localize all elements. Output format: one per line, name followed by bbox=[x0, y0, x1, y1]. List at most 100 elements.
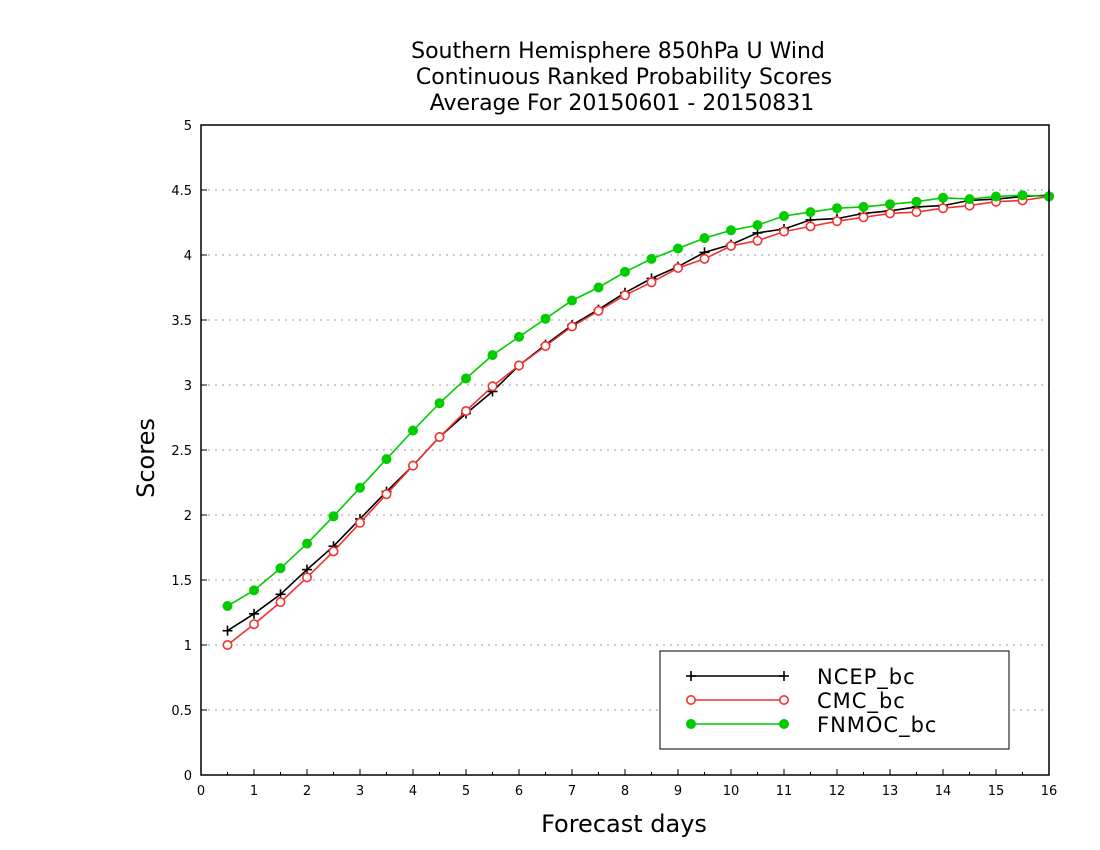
data-point-FNMOC_bc-5 bbox=[355, 482, 365, 493]
series-layer bbox=[222, 190, 1055, 650]
data-point-CMC_bc-20 bbox=[752, 235, 763, 246]
data-point-CMC_bc-18 bbox=[699, 253, 710, 264]
data-point-CMC_bc-27 bbox=[937, 203, 948, 214]
x-tick-label-8: 8 bbox=[621, 784, 629, 799]
y-tick-label-8: 4 bbox=[184, 249, 192, 264]
data-point-FNMOC_bc-4 bbox=[328, 511, 339, 522]
y-tick-label-2: 1 bbox=[184, 639, 192, 654]
x-tick-label-7: 7 bbox=[568, 784, 576, 799]
x-tick-label-4: 4 bbox=[409, 784, 417, 799]
data-point-CMC_bc-25 bbox=[884, 208, 895, 219]
data-point-CMC_bc-26 bbox=[911, 207, 922, 218]
data-point-CMC_bc-23 bbox=[831, 216, 842, 227]
legend-label-FNMOC_bc: FNMOC_bc bbox=[817, 713, 937, 738]
data-point-CMC_bc-8 bbox=[434, 431, 445, 442]
x-tick-label-2: 2 bbox=[303, 784, 311, 799]
y-axis-title: Scores bbox=[132, 418, 160, 498]
x-tick-label-16: 16 bbox=[1041, 784, 1058, 799]
data-point-CMC_bc-10 bbox=[487, 381, 498, 392]
legend-marker-start-CMC_bc bbox=[685, 694, 696, 705]
legend-marker-start-FNMOC_bc bbox=[686, 719, 696, 729]
legend-marker-end-CMC_bc bbox=[778, 694, 789, 705]
data-point-FNMOC_bc-3 bbox=[302, 538, 312, 549]
data-point-FNMOC_bc-21 bbox=[779, 211, 789, 221]
y-tick-label-0: 0 bbox=[184, 769, 192, 784]
series-line-NCEP_bc bbox=[227, 194, 1050, 632]
legend-marker-end-NCEP_bc bbox=[779, 671, 789, 681]
x-tick-label-13: 13 bbox=[882, 784, 899, 799]
data-point-FNMOC_bc-30 bbox=[1017, 190, 1028, 201]
series-CMC_bc bbox=[222, 191, 1055, 650]
legend-label-CMC_bc: CMC_bc bbox=[817, 689, 906, 714]
data-point-FNMOC_bc-1 bbox=[249, 585, 259, 596]
x-tick-label-12: 12 bbox=[829, 784, 846, 799]
data-point-CMC_bc-9 bbox=[460, 405, 471, 416]
y-tick-label-4: 2 bbox=[184, 509, 192, 524]
x-axis-title: Forecast days bbox=[541, 810, 707, 838]
series-line-CMC_bc bbox=[227, 195, 1050, 646]
series-FNMOC_bc bbox=[222, 190, 1054, 611]
data-point-CMC_bc-11 bbox=[513, 360, 524, 371]
series-line-FNMOC_bc bbox=[227, 194, 1050, 607]
data-point-CMC_bc-16 bbox=[646, 277, 657, 288]
data-point-CMC_bc-22 bbox=[805, 221, 816, 232]
y-tick-label-7: 3.5 bbox=[171, 314, 192, 329]
data-point-CMC_bc-7 bbox=[407, 460, 418, 471]
x-tick-label-15: 15 bbox=[988, 784, 1005, 799]
y-tick-label-6: 3 bbox=[184, 379, 192, 394]
data-point-FNMOC_bc-12 bbox=[540, 313, 551, 324]
x-tick-label-5: 5 bbox=[462, 784, 470, 799]
chart-title-line-3: Average For 20150601 - 20150831 bbox=[430, 91, 815, 116]
data-point-FNMOC_bc-17 bbox=[673, 243, 683, 254]
data-point-FNMOC_bc-2 bbox=[275, 563, 286, 574]
x-tick-label-11: 11 bbox=[776, 784, 793, 799]
data-point-CMC_bc-12 bbox=[540, 340, 551, 351]
data-point-FNMOC_bc-11 bbox=[514, 331, 524, 342]
data-point-FNMOC_bc-25 bbox=[885, 199, 895, 210]
data-point-CMC_bc-5 bbox=[354, 517, 365, 528]
data-point-FNMOC_bc-0 bbox=[222, 601, 233, 611]
data-point-FNMOC_bc-14 bbox=[593, 282, 604, 293]
data-point-FNMOC_bc-29 bbox=[991, 191, 1001, 202]
data-point-CMC_bc-1 bbox=[249, 619, 260, 630]
data-point-FNMOC_bc-13 bbox=[567, 295, 577, 306]
y-tick-label-10: 5 bbox=[184, 119, 192, 134]
series-NCEP_bc bbox=[222, 190, 1054, 636]
chart-title-line-1: Southern Hemisphere 850hPa U Wind bbox=[411, 39, 825, 64]
data-point-CMC_bc-21 bbox=[778, 226, 789, 237]
data-point-FNMOC_bc-6 bbox=[381, 454, 392, 465]
data-point-FNMOC_bc-15 bbox=[620, 266, 630, 277]
data-point-NCEP_bc-1 bbox=[249, 608, 259, 619]
data-point-CMC_bc-3 bbox=[301, 572, 312, 583]
y-tick-label-1: 0.5 bbox=[171, 704, 192, 719]
data-point-FNMOC_bc-10 bbox=[487, 350, 498, 361]
x-tick-label-3: 3 bbox=[356, 784, 364, 799]
data-point-FNMOC_bc-18 bbox=[699, 233, 710, 244]
data-point-FNMOC_bc-9 bbox=[461, 373, 471, 384]
data-point-FNMOC_bc-23 bbox=[832, 203, 842, 214]
y-axis: 0 0.5 1 1.5 2 2.5 3 3.5 4 4.5 5 bbox=[171, 119, 207, 784]
data-point-CMC_bc-15 bbox=[619, 290, 630, 301]
chart-title-line-2: Continuous Ranked Probability Scores bbox=[416, 65, 832, 90]
x-tick-label-1: 1 bbox=[250, 784, 258, 799]
grid-lines bbox=[201, 189, 1049, 711]
data-point-CMC_bc-19 bbox=[725, 240, 736, 251]
data-point-CMC_bc-6 bbox=[381, 489, 392, 500]
x-tick-label-9: 9 bbox=[674, 784, 682, 799]
legend-marker-start-NCEP_bc bbox=[686, 671, 696, 681]
data-point-CMC_bc-4 bbox=[328, 546, 339, 557]
x-tick-label-6: 6 bbox=[515, 784, 523, 799]
data-point-CMC_bc-2 bbox=[275, 597, 286, 608]
data-point-FNMOC_bc-24 bbox=[858, 201, 869, 212]
data-point-FNMOC_bc-7 bbox=[408, 425, 418, 436]
x-axis: 0 1 2 3 4 5 6 7 8 9 10 11 12 13 14 15 16 bbox=[197, 769, 1057, 799]
data-point-CMC_bc-0 bbox=[222, 639, 233, 650]
data-point-CMC_bc-24 bbox=[858, 212, 869, 223]
y-tick-label-3: 1.5 bbox=[171, 574, 192, 589]
data-point-FNMOC_bc-16 bbox=[646, 253, 657, 264]
data-point-NCEP_bc-0 bbox=[222, 625, 233, 636]
y-tick-label-5: 2.5 bbox=[171, 444, 192, 459]
data-point-CMC_bc-14 bbox=[593, 305, 604, 316]
